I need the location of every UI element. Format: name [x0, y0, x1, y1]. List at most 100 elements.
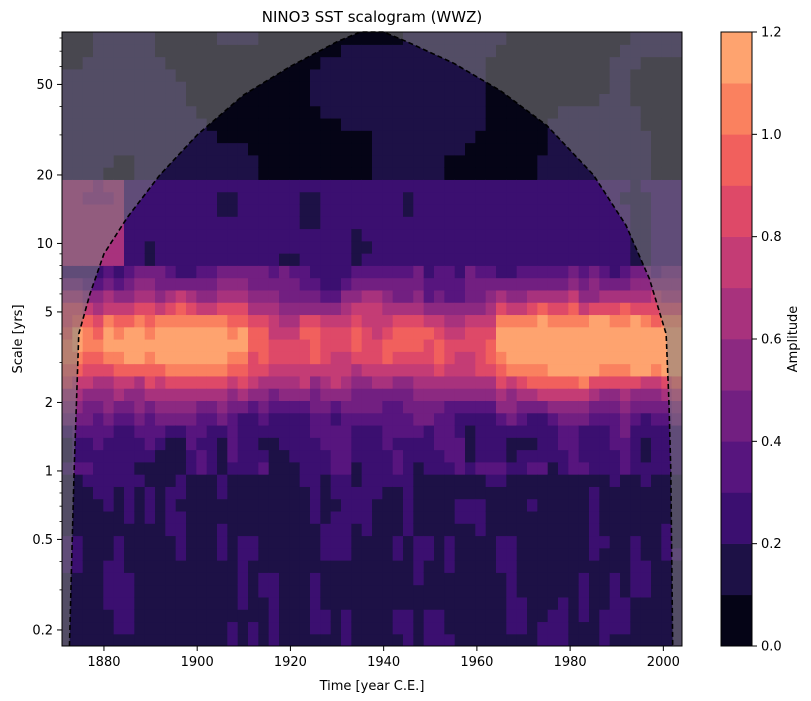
heatmap-cell [330, 339, 342, 352]
heatmap-cell [175, 240, 187, 254]
heatmap-cell [496, 449, 507, 463]
heatmap-cell [392, 523, 404, 537]
heatmap-cell [361, 167, 373, 180]
heatmap-cell [651, 584, 662, 598]
heatmap-cell [279, 596, 290, 610]
heatmap-cell [341, 32, 352, 45]
plot-frame [61, 31, 683, 647]
heatmap-cell [423, 167, 435, 180]
heatmap-cell [196, 523, 208, 537]
heatmap-cell [527, 461, 538, 475]
heatmap-cell [144, 326, 156, 340]
heatmap-cell [341, 117, 352, 131]
heatmap-cell [609, 510, 621, 524]
heatmap-cell [134, 203, 146, 217]
heatmap-cell [186, 265, 197, 279]
heatmap-cell [144, 547, 156, 561]
heatmap-cell [310, 621, 321, 635]
heatmap-cell [599, 584, 611, 598]
heatmap-cell [506, 130, 518, 144]
heatmap-cell [341, 535, 352, 549]
heatmap-cell [330, 81, 342, 94]
heatmap-cell [434, 486, 445, 500]
heatmap-cell [175, 375, 187, 389]
heatmap-cell [258, 130, 270, 144]
heatmap-cell [144, 424, 156, 438]
heatmap-cell [82, 621, 94, 635]
heatmap-cell [382, 117, 394, 131]
heatmap-cell [175, 339, 187, 352]
heatmap-cell [423, 523, 435, 537]
heatmap-cell [258, 584, 270, 598]
heatmap-cell [537, 523, 549, 537]
heatmap-cell [144, 523, 156, 537]
heatmap-cell [155, 572, 166, 586]
heatmap-cell [527, 302, 538, 316]
heatmap-cell [630, 388, 642, 401]
heatmap-cell [248, 339, 259, 352]
heatmap-cell [609, 400, 621, 414]
heatmap-cell [113, 510, 125, 524]
heatmap-cell [661, 510, 673, 524]
heatmap-cell [144, 400, 156, 414]
heatmap-cell [82, 510, 94, 524]
heatmap-cell [661, 560, 673, 573]
heatmap-cell [361, 560, 373, 573]
heatmap-cell [568, 424, 580, 438]
heatmap-cell [124, 253, 135, 266]
heatmap-cell [289, 388, 301, 401]
heatmap-cell [217, 498, 228, 512]
heatmap-cell [155, 277, 166, 291]
heatmap-cell [485, 216, 497, 230]
heatmap-cell [186, 314, 197, 328]
heatmap-cell [237, 216, 249, 230]
heatmap-cell [361, 486, 373, 500]
heatmap-cell [506, 461, 518, 475]
heatmap-cell [186, 216, 197, 230]
heatmap-cell [475, 547, 487, 561]
heatmap-cell [372, 289, 383, 303]
heatmap-cell [403, 265, 414, 279]
heatmap-cell [248, 633, 259, 646]
heatmap-cell [403, 596, 414, 610]
heatmap-cell [382, 535, 394, 549]
heatmap-cell [341, 56, 352, 70]
heatmap-cell [258, 498, 270, 512]
heatmap-cell [506, 154, 518, 168]
heatmap-cell [341, 437, 352, 451]
heatmap-cell [165, 265, 177, 279]
heatmap-cell [413, 117, 425, 131]
heatmap-cell [320, 228, 332, 242]
heatmap-cell [93, 474, 104, 487]
heatmap-cell [155, 216, 166, 230]
heatmap-cell [599, 596, 611, 610]
heatmap-cell [103, 633, 115, 646]
heatmap-cell [475, 449, 487, 463]
heatmap-cell [382, 203, 394, 217]
heatmap-cell [72, 523, 84, 537]
heatmap-cell [547, 621, 559, 635]
heatmap-cell [351, 609, 363, 623]
heatmap-cell [341, 130, 352, 144]
y-tick-label: 5 [45, 305, 53, 320]
heatmap-cell [299, 486, 311, 500]
heatmap-cell [599, 437, 611, 451]
heatmap-cell [382, 44, 394, 58]
heatmap-cell [475, 203, 487, 217]
heatmap-cell [423, 596, 435, 610]
heatmap-cell [609, 412, 621, 426]
heatmap-cell [227, 572, 239, 586]
heatmap-cell [227, 388, 239, 401]
heatmap-cell [423, 130, 435, 144]
heatmap-cell [372, 412, 383, 426]
heatmap-cell [434, 277, 445, 291]
heatmap-cell [527, 326, 538, 340]
heatmap-cell [237, 547, 249, 561]
heatmap-cell [568, 621, 580, 635]
heatmap-cell [506, 609, 518, 623]
heatmap-cell [568, 560, 580, 573]
heatmap-cell [299, 584, 311, 598]
heatmap-cell [475, 375, 487, 389]
heatmap-cell [361, 326, 373, 340]
heatmap-cell [258, 375, 270, 389]
